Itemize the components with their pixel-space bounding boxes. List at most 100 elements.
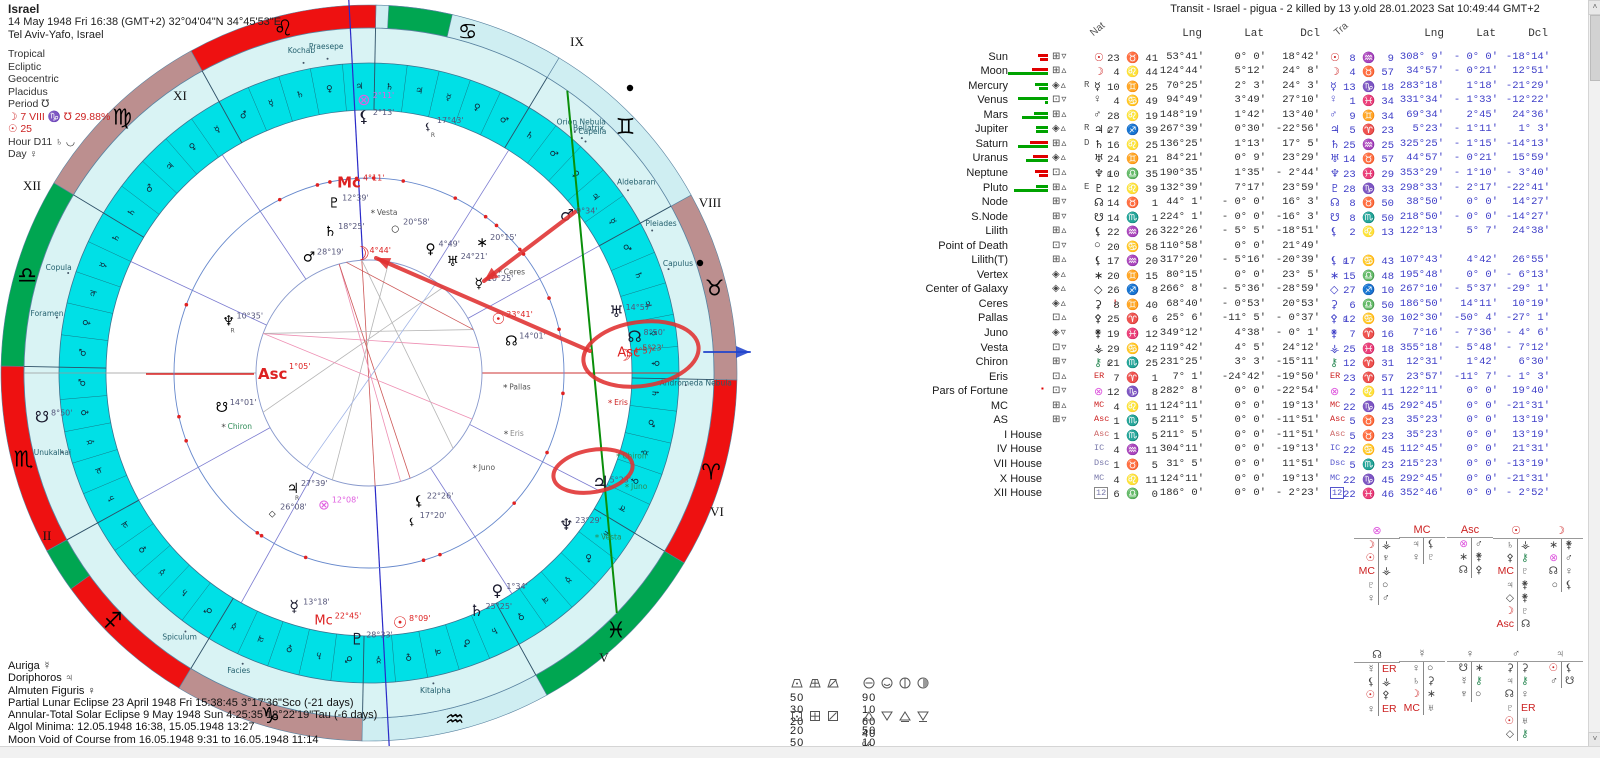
nat-lat: 0° 9': [1234, 152, 1266, 165]
svg-text:♃: ♃: [641, 299, 653, 309]
strength-bar: [1008, 72, 1048, 75]
nat-lng: 231°25': [1159, 356, 1204, 369]
tra-dcl: -22°41': [1505, 181, 1550, 194]
tra-dcl: 13°19': [1512, 428, 1550, 441]
svg-text:⚸: ⚸: [414, 494, 424, 510]
tra-dcl: -21°31': [1505, 472, 1550, 485]
tra-dcl: 21°31': [1512, 443, 1550, 456]
aspect-type-icons: ◈▵: [1052, 80, 1067, 92]
nat-lat: - 5°16': [1221, 254, 1266, 267]
tra-lat: 0° 0': [1466, 472, 1498, 485]
svg-text:♀: ♀: [515, 610, 526, 622]
aspect-type-icons: ⊡▵: [1052, 167, 1068, 179]
strength-bar: [1032, 68, 1048, 71]
scroll-up-button[interactable]: ˄: [1588, 0, 1600, 15]
vertical-scrollbar-thumb[interactable]: [1590, 15, 1600, 81]
aspect-pair: ○ ⚸: [1537, 578, 1583, 592]
nat-dcl: -18°51': [1275, 225, 1320, 238]
tra-lat: - 1°11': [1453, 123, 1498, 136]
scroll-down-button[interactable]: ˅: [1588, 732, 1600, 747]
aspect-type-icons: ⊡▵: [1052, 371, 1068, 383]
astro-chart-wheel[interactable]: ♈ ♉ ♊ ♋ ♌ ♍ ♎ ♏ ♐ ♑ ♒ ♓ ♃ ♀ ☿ ♂ ♄ ♀ ☿ ♃ ♄ ♂ ☿ ♃ ♀ ♂ ♄ ♂ ♀ ☿ ♃ ♄ ♃ ♀ ♄ ☿ ♂ ☿ ♀ ♃…: [0, 0, 790, 758]
svg-text:Vesta: Vesta: [377, 208, 398, 217]
svg-text:*: *: [221, 423, 226, 433]
body-name: Center of Galaxy: [925, 283, 1008, 296]
tra-lng: 122°13': [1399, 225, 1444, 238]
svg-text:26°08': 26°08': [280, 503, 307, 512]
tra-position: 5 ♉ 23: [1349, 416, 1394, 429]
nat-position: 10 ♎ 35: [1107, 168, 1158, 181]
aspect-pair: Asc ☊: [1493, 618, 1539, 632]
body-name: Neptune: [966, 166, 1008, 179]
aspect-pair: ♀ ○: [1399, 662, 1445, 676]
aspect-pair-left: ♂: [1537, 675, 1562, 689]
aspect-pair: ☉ ⚴: [1354, 689, 1400, 703]
tra-lat: - 0° 0': [1453, 210, 1498, 223]
nat-lng: 80°15': [1166, 268, 1204, 281]
nat-lat: 1°42': [1234, 108, 1266, 121]
trap-dot-icon: [791, 679, 803, 688]
tra-retro-flag: R: [1343, 317, 1347, 325]
strength-bar: [1038, 53, 1048, 57]
aspect-type-icons: ⊡▿: [1052, 386, 1068, 398]
body-name: Jupiter: [974, 123, 1008, 136]
aspect-pair: ♂ ☋: [1537, 675, 1583, 689]
tra-planet-glyph: ♀: [1330, 94, 1337, 107]
svg-text:*: *: [595, 533, 600, 543]
nat-dcl: 24° 3': [1282, 79, 1320, 92]
aspect-pair-right: ♅: [1427, 701, 1435, 714]
tra-lng: 112°45': [1399, 443, 1444, 456]
nat-dcl: -11°51': [1275, 414, 1320, 427]
aspect-type-icons: ⊞▿: [1052, 197, 1068, 208]
planet-glyph: ♃: [1094, 125, 1104, 138]
tra-position: 5 ♉ 23: [1349, 430, 1394, 443]
nat-lng: 211° 5': [1159, 428, 1204, 441]
tra-dcl: 19°40': [1512, 385, 1550, 398]
nat-lat: 0° 0': [1234, 487, 1266, 499]
aspect-pair: ◇ ⚷: [1493, 727, 1539, 742]
tra-planet-glyph: MC: [1330, 399, 1341, 410]
strength-bars: [1008, 140, 1048, 148]
tra-lng: 292°45': [1399, 399, 1444, 412]
svg-text:☽: ☽: [353, 243, 370, 265]
svg-text:9°34': 9°34': [576, 207, 597, 216]
tra-planet-glyph: ♃: [1330, 125, 1340, 138]
aspect-pair: ⊗ ♂: [1537, 552, 1583, 566]
aspect-pair-left: ○: [1537, 578, 1562, 592]
planet-glyph: ☿: [1094, 81, 1101, 94]
svg-text:22°26': 22°26': [427, 492, 454, 501]
footer-solar-eclipse: Annular-Total Solar Eclipse 9 May 1948 S…: [8, 709, 378, 722]
aspect-type-icons: ◈▵: [1052, 269, 1067, 281]
nat-lng: 190°35': [1159, 166, 1204, 179]
svg-text:♌: ♌: [274, 16, 294, 41]
tra-lat: 1°18': [1466, 79, 1498, 92]
aspect-pair-right: ⚶: [1521, 539, 1530, 551]
body-name: Point of Death: [938, 239, 1008, 252]
nat-lat: - 0°53': [1221, 297, 1266, 310]
svg-text:♂: ♂: [645, 418, 656, 428]
svg-text:♀: ♀: [188, 141, 199, 153]
nat-position: 12 ♑ 8: [1107, 387, 1158, 400]
tra-dcl: 1° 3': [1518, 123, 1550, 136]
horizontal-scrollbar[interactable]: [0, 746, 1600, 758]
aspect-pair-right: ☊: [1521, 618, 1531, 631]
nat-lat: 0° 0': [1234, 239, 1266, 252]
nat-lng: 132°39': [1159, 181, 1204, 194]
svg-text:♂: ♂: [78, 348, 89, 357]
nat-lat: 0° 0': [1234, 443, 1266, 456]
planet-glyph: ER: [1094, 370, 1105, 381]
svg-text:XII: XII: [23, 178, 41, 193]
aspect-type-icons: ⊞▿: [1052, 415, 1068, 427]
body-name: Mars: [983, 108, 1008, 121]
hour-line: Hour D11 ♄ ◡: [8, 135, 76, 148]
svg-text:*: *: [371, 209, 376, 219]
nat-dcl: -22°56': [1275, 123, 1320, 136]
nat-lat: 3° 3': [1234, 356, 1266, 369]
svg-text:28°33': 28°33': [366, 631, 393, 640]
tra-lng: 7°16': [1412, 326, 1444, 339]
vertical-scrollbar[interactable]: ˄ ˅: [1588, 0, 1600, 758]
aspect-pair: ☊ ♀: [1537, 565, 1583, 579]
svg-text:♈: ♈: [701, 461, 721, 486]
svg-text:*: *: [616, 453, 621, 463]
annotation-arrow: [482, 210, 577, 283]
